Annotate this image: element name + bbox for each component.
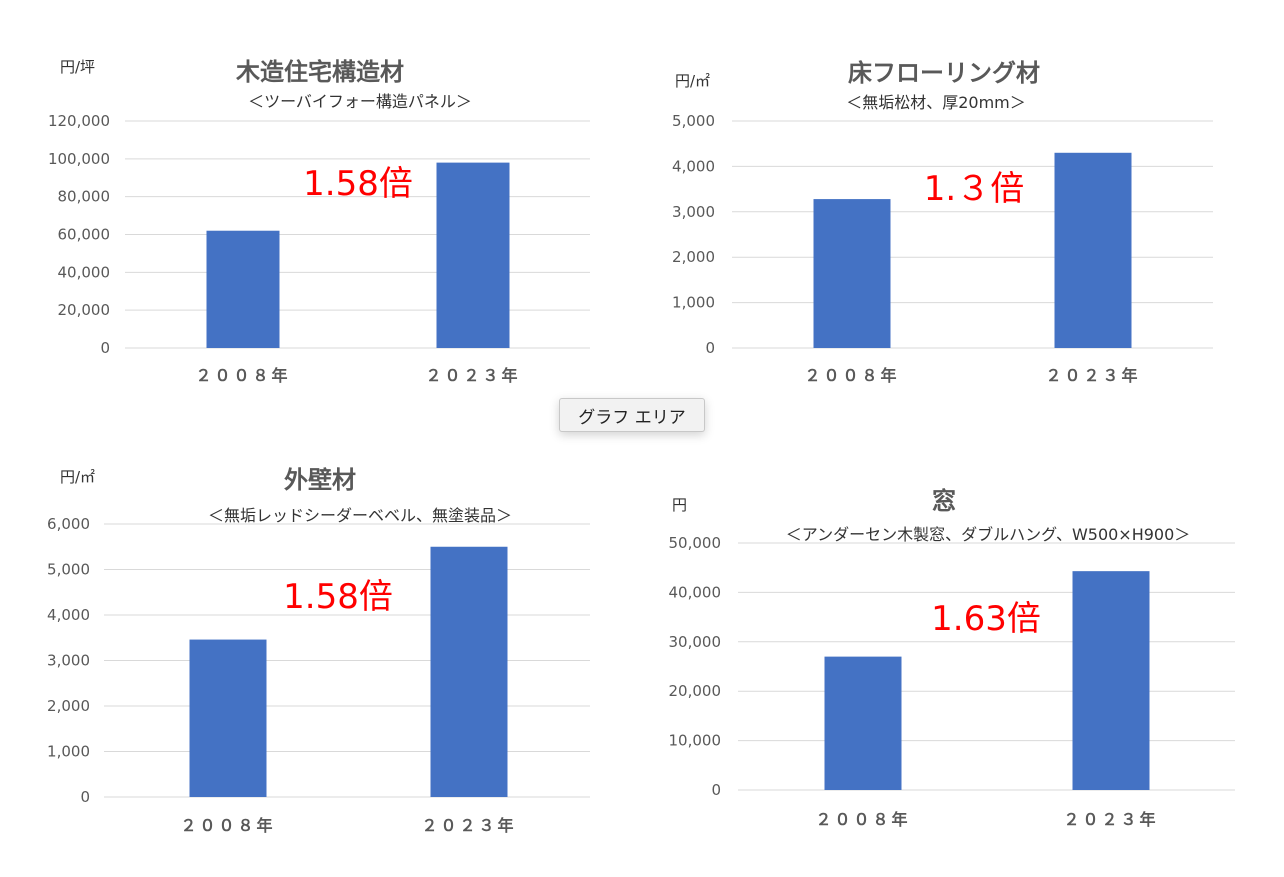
chart-svg: 円 窓 ＜アンダーセン木製窓、ダブルハング、W500×H900＞ 0 10,000 20,… xyxy=(669,487,1235,829)
x-tick-label: ２００８年 xyxy=(804,366,899,385)
chart-area-tooltip: グラフ エリア xyxy=(559,398,705,432)
x-tick-label: ２００８年 xyxy=(815,810,910,829)
y-tick-label: 4,000 xyxy=(672,157,715,175)
y-tick-label: 3,000 xyxy=(47,652,90,670)
chart-svg: 円/㎡ 床フローリング材 ＜無垢松材、厚20mm＞ 0 1,000 2,000 3,000 4… xyxy=(672,59,1213,385)
bar-2[interactable] xyxy=(1054,152,1132,348)
chart-subtitle: ＜ツーバイフォー構造パネル＞ xyxy=(248,92,472,111)
y-tick-label: 0 xyxy=(80,788,90,806)
y-unit-label: 円/㎡ xyxy=(60,468,95,486)
y-tick-label: 40,000 xyxy=(58,263,111,281)
chart-subtitle: ＜無垢レッドシーダーベベル、無塗装品＞ xyxy=(208,506,512,525)
bar-1[interactable] xyxy=(189,639,267,797)
y-tick-label: 5,000 xyxy=(672,112,715,130)
y-tick-label: 0 xyxy=(100,339,110,357)
y-tick-label: 3,000 xyxy=(672,203,715,221)
bar-1[interactable] xyxy=(206,230,280,348)
chart-svg: 円/㎡ 外壁材 ＜無垢レッドシーダーベベル、無塗装品＞ 0 1,000 2,000 3,00… xyxy=(47,466,590,835)
chart-subtitle: ＜無垢松材、厚20mm＞ xyxy=(846,93,1026,112)
x-tick-label: ２０２３年 xyxy=(421,816,516,835)
y-tick-label: 0 xyxy=(705,339,715,357)
y-tick-label: 60,000 xyxy=(58,226,111,244)
x-tick-label: ２００８年 xyxy=(195,366,290,385)
chart-flooring[interactable]: 円/㎡ 床フローリング材 ＜無垢松材、厚20mm＞ 0 1,000 2,000 3,000 4… xyxy=(640,0,1284,420)
chart-title: 外壁材 xyxy=(284,466,356,494)
y-unit-label: 円/㎡ xyxy=(675,72,710,90)
y-tick-label: 80,000 xyxy=(58,188,111,206)
y-tick-label: 1,000 xyxy=(672,294,715,312)
y-unit-label: 円/坪 xyxy=(60,58,95,76)
y-tick-label: 10,000 xyxy=(669,732,722,750)
y-tick-label: 2,000 xyxy=(47,697,90,715)
y-tick-label: 50,000 xyxy=(669,534,722,552)
chart-title: 木造住宅構造材 xyxy=(235,58,404,86)
bar-2[interactable] xyxy=(436,162,510,348)
y-tick-label: 6,000 xyxy=(47,515,90,533)
y-tick-label: 5,000 xyxy=(47,561,90,579)
y-tick-label: 20,000 xyxy=(58,301,111,319)
chart-wood-structure[interactable]: 円/坪 木造住宅構造材 ＜ツーバイフォー構造パネル＞ 0 20,000 40,000 60,… xyxy=(0,0,620,420)
ratio-annotation: 1.58倍 xyxy=(283,577,393,617)
y-tick-label: 40,000 xyxy=(669,583,722,601)
bar-2[interactable] xyxy=(1072,571,1150,790)
bar-1[interactable] xyxy=(813,199,891,348)
ratio-annotation: 1.58倍 xyxy=(303,164,413,204)
chart-svg: 円/坪 木造住宅構造材 ＜ツーバイフォー構造パネル＞ 0 20,000 40,000 60,… xyxy=(48,58,590,385)
y-tick-label: 4,000 xyxy=(47,606,90,624)
x-tick-label: ２０２３年 xyxy=(1063,810,1158,829)
y-tick-label: 0 xyxy=(711,781,721,799)
chart-title: 床フローリング材 xyxy=(848,59,1040,87)
ratio-annotation: 1.３倍 xyxy=(924,169,1024,209)
y-tick-label: 100,000 xyxy=(48,150,110,168)
y-tick-label: 20,000 xyxy=(669,682,722,700)
chart-title: 窓 xyxy=(932,487,956,515)
y-tick-label: 120,000 xyxy=(48,112,110,130)
bar-1[interactable] xyxy=(824,656,902,790)
ratio-annotation: 1.63倍 xyxy=(931,599,1041,639)
y-tick-label: 2,000 xyxy=(672,248,715,266)
y-tick-label: 30,000 xyxy=(669,633,722,651)
y-tick-label: 1,000 xyxy=(47,743,90,761)
bar-2[interactable] xyxy=(430,546,508,797)
y-unit-label: 円 xyxy=(672,496,687,514)
chart-window[interactable]: 円 窓 ＜アンダーセン木製窓、ダブルハング、W500×H900＞ 0 10,000 20,… xyxy=(640,440,1284,877)
x-tick-label: ２０２３年 xyxy=(1045,366,1140,385)
x-tick-label: ２０２３年 xyxy=(425,366,520,385)
x-tick-label: ２００８年 xyxy=(180,816,275,835)
chart-subtitle: ＜アンダーセン木製窓、ダブルハング、W500×H900＞ xyxy=(786,525,1191,544)
chart-siding[interactable]: 円/㎡ 外壁材 ＜無垢レッドシーダーベベル、無塗装品＞ 0 1,000 2,000 3,00… xyxy=(0,440,620,877)
